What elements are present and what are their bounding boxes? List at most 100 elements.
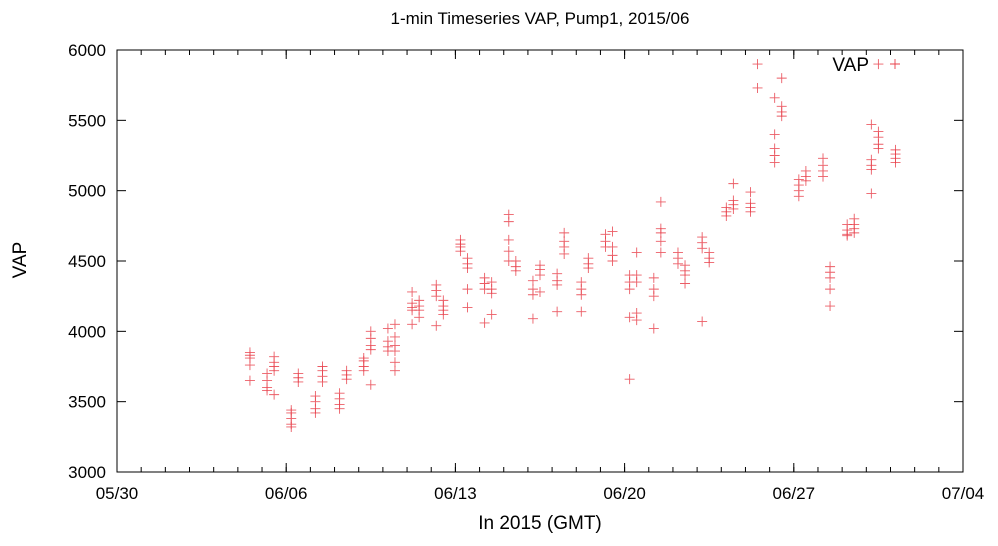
data-point — [721, 210, 732, 221]
data-point — [389, 365, 400, 376]
data-point — [479, 272, 490, 283]
x-tick-label: 06/27 — [773, 484, 816, 503]
data-point — [849, 213, 860, 224]
data-point — [503, 234, 514, 245]
data-point — [334, 403, 345, 414]
data-point — [262, 368, 273, 379]
legend-label: VAP — [832, 55, 869, 76]
data-point — [382, 323, 393, 334]
data-point — [244, 347, 255, 358]
data-points — [244, 59, 901, 432]
data-point — [752, 82, 763, 93]
data-point — [890, 157, 901, 168]
data-point — [576, 277, 587, 288]
y-tick-label: 4000 — [68, 322, 106, 341]
data-point — [655, 247, 666, 258]
data-point — [310, 391, 321, 402]
data-point — [631, 315, 642, 326]
data-point — [438, 309, 449, 320]
data-point — [310, 407, 321, 418]
data-point — [334, 388, 345, 399]
data-point — [825, 261, 836, 272]
data-point — [244, 375, 255, 386]
data-point — [341, 374, 352, 385]
data-point — [431, 291, 442, 302]
y-tick-label: 3500 — [68, 393, 106, 412]
data-point — [866, 188, 877, 199]
data-point — [269, 389, 280, 400]
data-point — [407, 319, 418, 330]
data-point — [866, 119, 877, 130]
data-point — [317, 376, 328, 387]
data-point — [769, 92, 780, 103]
data-point — [486, 277, 497, 288]
data-point — [849, 227, 860, 238]
data-point — [389, 346, 400, 357]
data-point — [728, 203, 739, 214]
data-point — [527, 313, 538, 324]
data-point — [486, 288, 497, 299]
data-point — [462, 302, 473, 313]
data-point — [365, 344, 376, 355]
chart-title: 1-min Timeseries VAP, Pump1, 2015/06 — [391, 9, 690, 28]
legend-marker — [890, 59, 900, 69]
data-point — [510, 265, 521, 276]
data-point — [825, 284, 836, 295]
data-point — [293, 376, 304, 387]
data-point — [721, 202, 732, 213]
data-point — [527, 275, 538, 286]
data-point — [510, 256, 521, 266]
data-point — [462, 253, 473, 264]
data-point — [438, 295, 449, 306]
data-point — [407, 286, 418, 297]
data-point — [607, 256, 618, 266]
data-point — [269, 365, 280, 376]
data-point — [842, 230, 853, 241]
data-point — [535, 286, 545, 297]
data-point — [431, 320, 442, 331]
data-point — [800, 165, 811, 176]
data-point — [697, 232, 708, 243]
data-point — [769, 157, 780, 168]
data-point — [462, 263, 473, 274]
data-point — [341, 365, 352, 376]
data-point — [776, 101, 787, 112]
data-point — [752, 59, 763, 70]
x-tick-label: 06/20 — [603, 484, 646, 503]
data-point — [358, 365, 369, 376]
data-point — [873, 143, 884, 154]
data-point — [414, 312, 425, 323]
data-point — [244, 360, 255, 371]
data-point — [793, 191, 804, 202]
data-point — [317, 361, 328, 372]
x-axis-label: In 2015 (GMT) — [478, 513, 602, 534]
data-point — [800, 175, 811, 186]
data-point — [262, 385, 273, 396]
data-point — [680, 260, 691, 271]
data-point — [728, 178, 739, 189]
data-point — [527, 289, 538, 300]
data-point — [776, 73, 787, 84]
data-point — [873, 59, 884, 70]
data-point — [745, 198, 756, 209]
x-tick-label: 05/30 — [96, 484, 139, 503]
data-point — [479, 317, 490, 328]
data-point — [631, 277, 642, 288]
data-point — [655, 236, 666, 247]
data-point — [680, 270, 691, 281]
data-point — [672, 258, 683, 269]
x-tick-label: 06/06 — [265, 484, 308, 503]
y-tick-label: 5500 — [68, 111, 106, 130]
data-point — [769, 129, 780, 140]
data-point — [503, 209, 514, 220]
x-axis: 05/30 06/06 06/13 06/20 06/27 07/04 — [96, 50, 984, 503]
data-point — [462, 284, 473, 295]
y-tick-label: 6000 — [68, 41, 106, 60]
data-point — [728, 195, 739, 206]
data-point — [648, 291, 659, 302]
data-point — [624, 312, 635, 323]
data-point — [607, 241, 618, 252]
data-point — [866, 154, 877, 165]
data-point — [704, 247, 715, 258]
